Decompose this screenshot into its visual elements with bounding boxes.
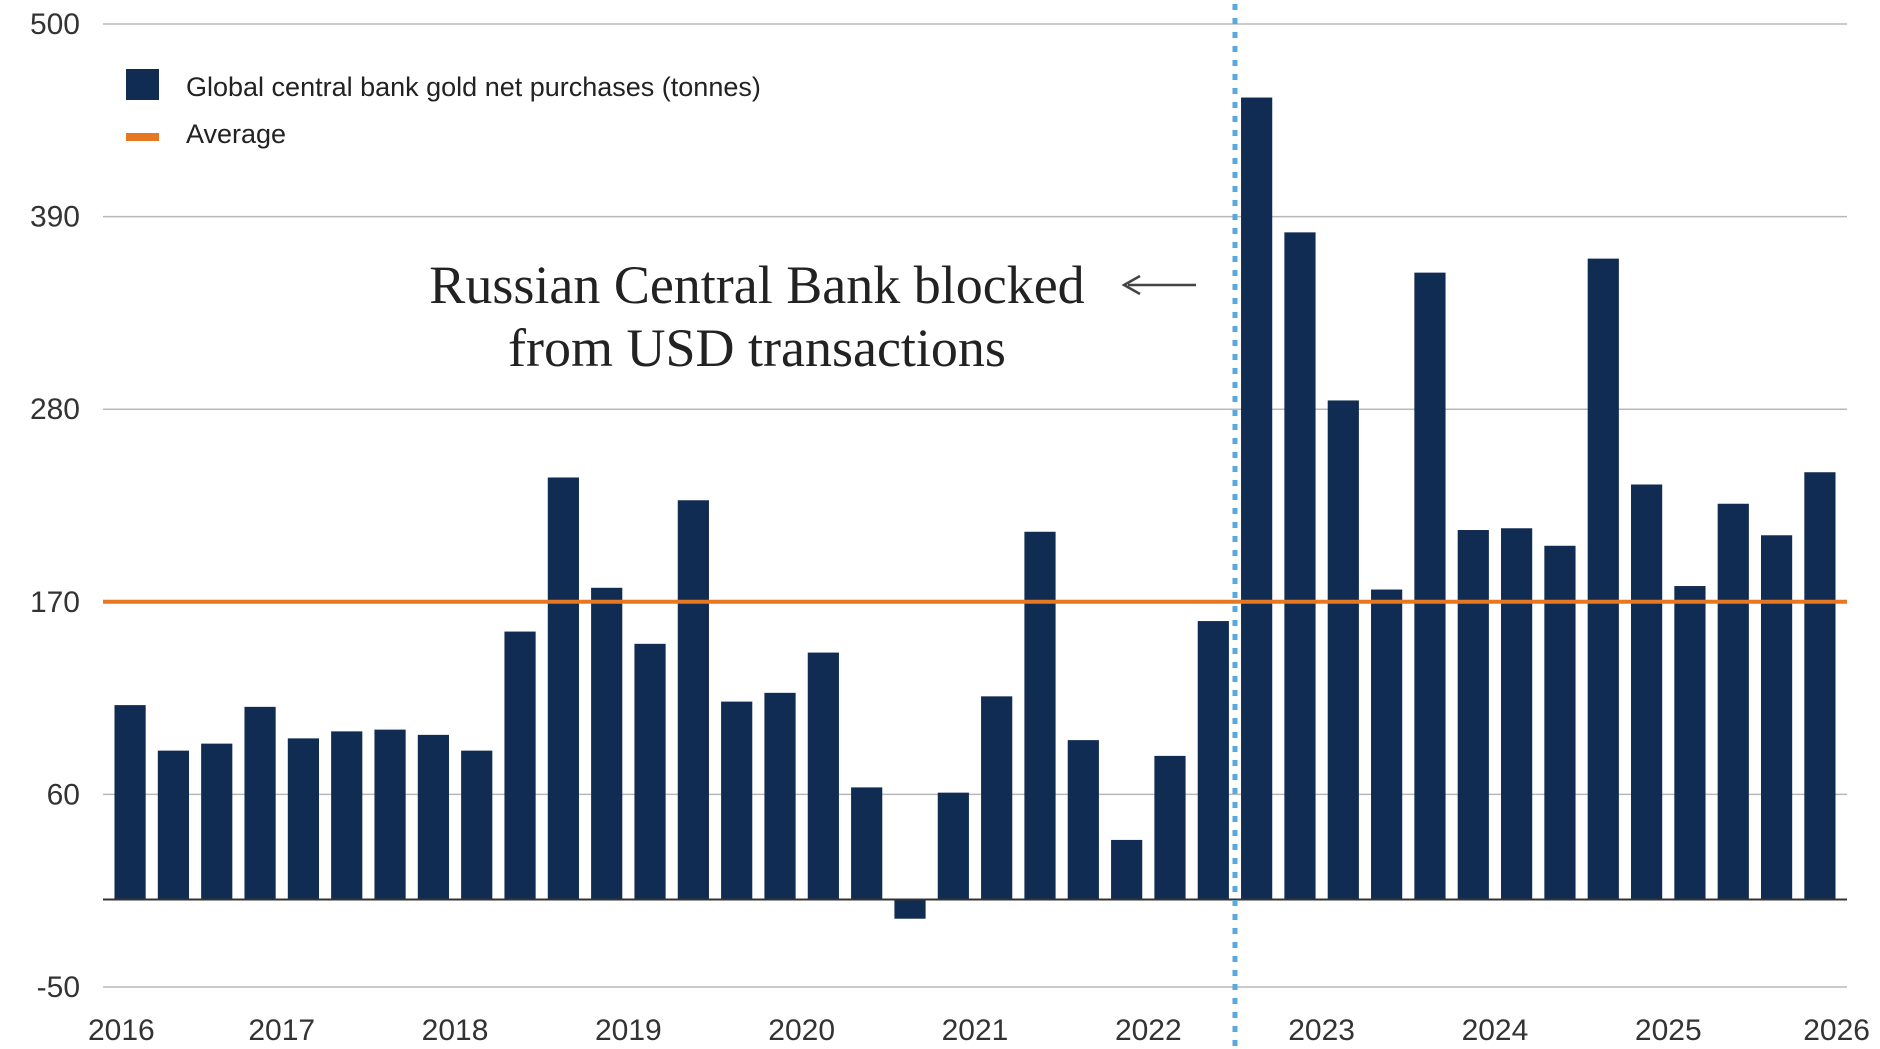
x-tick-label: 2022 [1115,1014,1182,1047]
x-tick-label: 2026 [1803,1014,1870,1047]
bar [114,705,146,900]
grid-lines [103,23,1847,988]
bar [591,587,623,900]
bar [1674,586,1706,900]
bar [1631,484,1663,900]
bar [677,500,709,900]
x-tick-label: 2016 [88,1014,155,1047]
bar [1760,535,1793,900]
y-axis-tick-labels: 500 390 280 170 60 -50 [30,8,80,1004]
bar [937,792,969,900]
bars [114,97,1836,919]
bar [374,729,406,900]
bar [981,696,1013,900]
x-tick-label: 2018 [422,1014,489,1047]
y-tick-label: 280 [30,393,80,426]
bar [851,787,883,900]
bar [157,750,190,900]
bar [721,701,753,900]
annotation-line-1: Russian Central Bank blocked [429,255,1084,315]
y-tick-label: 500 [30,8,80,41]
bar [1024,531,1056,900]
bar [1544,545,1576,900]
bar [1587,258,1619,900]
legend-label-average: Average [186,119,286,149]
bar [1284,232,1316,900]
y-tick-label: 390 [30,201,80,234]
bar [764,692,796,900]
x-tick-label: 2023 [1288,1014,1355,1047]
bar [1804,472,1836,900]
bar [1111,839,1143,900]
bar [547,477,579,900]
x-tick-label: 2025 [1635,1014,1702,1047]
bar [1414,272,1446,900]
bar [244,706,276,900]
bar [287,738,319,900]
bar [1067,740,1099,900]
annotation-arrow-head [1121,274,1141,296]
bar [201,743,233,900]
bar [1197,621,1229,900]
bar [1371,589,1403,900]
annotation: Russian Central Bank blocked from USD tr… [429,255,1196,378]
x-tick-label: 2017 [248,1014,315,1047]
x-tick-label: 2020 [768,1014,835,1047]
y-tick-label: 60 [47,778,80,811]
x-tick-label: 2024 [1462,1014,1529,1047]
y-tick-label: -50 [37,971,80,1004]
bar [1457,530,1489,900]
x-tick-label: 2019 [595,1014,662,1047]
x-tick-label: 2021 [942,1014,1009,1047]
bar [1154,755,1186,900]
legend-label-purchases: Global central bank gold net purchases (… [186,72,761,102]
bar [461,750,493,900]
bar [634,643,666,900]
x-axis-tick-labels: 2016 2017 2018 2019 2020 2021 2022 2023 2024 2025… [88,1014,1870,1047]
bar [1501,528,1533,900]
y-tick-label: 170 [30,586,80,619]
legend-swatch-purchases [126,69,159,100]
bar [504,631,536,900]
bar [894,899,926,919]
bar [331,731,363,900]
bar [807,652,839,900]
bar [1717,503,1749,900]
annotation-line-2: from USD transactions [508,318,1006,378]
bar [417,734,449,900]
bar [1327,400,1359,900]
legend-swatch-average [126,133,159,141]
legend: Global central bank gold net purchases (… [126,69,761,149]
bar [1241,97,1273,900]
